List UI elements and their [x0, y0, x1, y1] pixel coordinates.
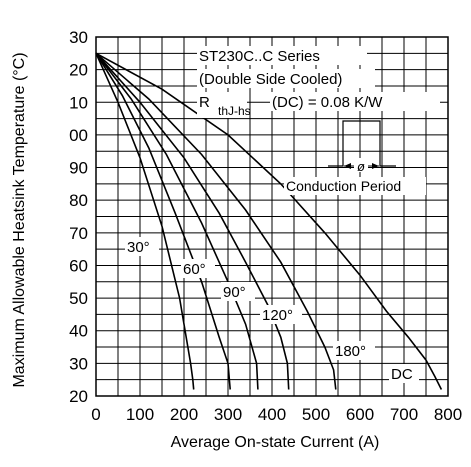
y-tick-label: 30 — [69, 28, 88, 47]
y-tick-label: 60 — [69, 256, 88, 275]
x-tick-label: 100 — [126, 405, 154, 424]
cooling-mask — [197, 69, 375, 88]
phi-label: ø — [357, 159, 365, 174]
curves — [95, 52, 443, 390]
x-tick-label: 200 — [170, 405, 198, 424]
y-tick-label: 50 — [69, 289, 88, 308]
x-tick-label: 400 — [258, 405, 286, 424]
conduction-period-label: Conduction Period — [286, 178, 401, 194]
y-tick-label: 70 — [69, 224, 88, 243]
y-tick-label: 80 — [69, 191, 88, 210]
r-value: (DC) = 0.08 K/W — [272, 94, 383, 111]
y-tick-label: 40 — [69, 322, 88, 341]
title-mask — [197, 46, 367, 65]
y-tick-label: 20 — [69, 61, 88, 80]
curve-label-dc: DC — [391, 366, 413, 383]
series-line — [95, 52, 443, 390]
plot-frame — [95, 36, 449, 397]
x-tick-label: 0 — [91, 405, 100, 424]
y-tick-label: 30 — [69, 354, 88, 373]
x-tick-label: 800 — [434, 405, 462, 424]
waveform-pulse — [328, 120, 396, 167]
conduction-mask — [284, 177, 426, 195]
label-60-mask — [181, 259, 215, 278]
y-tick-label: 10 — [69, 93, 88, 112]
phi-arrow-right-head — [372, 163, 379, 169]
curve-label-120: 120° — [262, 307, 293, 324]
r-value-mask — [270, 92, 440, 111]
label-180-mask — [333, 341, 375, 360]
label-90-mask — [221, 282, 255, 301]
label-30-mask — [125, 237, 159, 256]
curve-label-90: 90° — [223, 284, 246, 301]
series-title: ST230C..C Series — [199, 48, 320, 65]
phi-label-mask — [354, 158, 368, 172]
y-tick-label: 20 — [69, 387, 88, 406]
series-line — [95, 52, 337, 390]
label-120-mask — [260, 305, 302, 324]
grid — [96, 37, 448, 396]
series-line — [95, 52, 259, 390]
r-symbol: R — [199, 94, 210, 111]
x-tick-label: 700 — [390, 405, 418, 424]
series-line — [95, 52, 231, 390]
curve-label-180: 180° — [335, 343, 366, 360]
y-tick-label: 00 — [69, 126, 88, 145]
curve-label-60: 60° — [183, 261, 206, 278]
conduction-waveform-inset: ø — [328, 120, 396, 174]
x-tick-label: 600 — [346, 405, 374, 424]
r-subscript: thJ-hs — [218, 104, 251, 118]
cooling-label: (Double Side Cooled) — [199, 71, 342, 88]
label-dc-mask — [389, 364, 419, 383]
x-axis-title: Average On-state Current (A) — [171, 434, 380, 451]
phi-arrow-left-head — [344, 163, 351, 169]
curve-label-30: 30° — [127, 239, 150, 256]
x-tick-label: 500 — [302, 405, 330, 424]
x-tick-label: 300 — [214, 405, 242, 424]
r-mask — [197, 92, 247, 118]
series-line — [95, 52, 290, 390]
y-tick-label: 90 — [69, 159, 88, 178]
y-axis-title: Maximum Allowable Heatsink Temperature (… — [11, 52, 28, 387]
tick-labels: 0 100 200 300 400 500 600 700 800 20 30 40 50 60 70 80 9… — [69, 28, 462, 424]
series-line — [95, 52, 195, 390]
